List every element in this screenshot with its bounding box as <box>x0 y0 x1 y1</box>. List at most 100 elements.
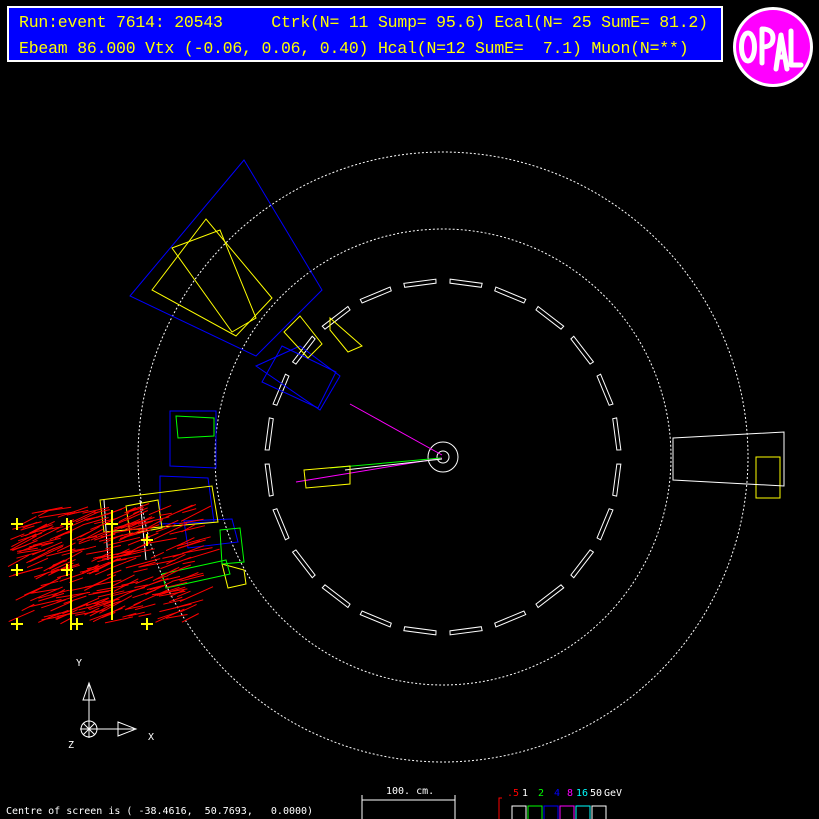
muon-hit <box>78 539 91 545</box>
muon-hit <box>180 537 195 545</box>
muon-hit <box>125 558 161 569</box>
muon-hit <box>29 599 62 608</box>
muon-hit <box>82 517 109 526</box>
muon-hit <box>20 531 36 538</box>
muon-hit <box>172 545 205 558</box>
muon-hit <box>31 588 59 594</box>
muon-hit <box>108 518 141 533</box>
muon-hit <box>56 542 76 552</box>
muon-hit <box>96 512 130 528</box>
muon-hit <box>86 570 100 574</box>
tof-segment <box>264 417 274 451</box>
muon-hit <box>180 603 197 613</box>
muon-hit <box>94 553 119 559</box>
tof-segment <box>403 626 437 636</box>
muon-hit <box>48 550 83 570</box>
y-axis-label: Y <box>76 658 83 669</box>
muon-hit <box>182 560 195 565</box>
energy-legend-boxes <box>498 797 607 819</box>
muon-hit <box>153 523 188 540</box>
muon-hit <box>71 531 89 541</box>
muon-hit <box>79 567 102 573</box>
muon-hit <box>123 548 155 557</box>
axes-indicator <box>80 681 138 738</box>
muon-hit <box>123 524 160 538</box>
muon-hit <box>124 601 142 611</box>
tof-segment <box>321 584 351 609</box>
muon-hit <box>32 527 60 542</box>
muon-hit <box>155 575 169 580</box>
beam-pipe <box>436 450 450 464</box>
muon-hit <box>60 617 72 625</box>
muon-hit <box>159 512 172 516</box>
muon-hit <box>165 614 188 619</box>
muon-hit <box>49 530 70 541</box>
tof-segment <box>359 286 392 304</box>
hcal-towers-upper <box>129 159 341 549</box>
muon-hit <box>26 557 49 569</box>
muon-hit <box>84 607 100 616</box>
muon-hit <box>86 508 123 521</box>
muon-hit <box>176 536 211 547</box>
muon-hit <box>164 519 179 527</box>
muon-hit <box>155 608 185 623</box>
muon-hit <box>68 510 96 525</box>
legend-label-2: 2 <box>538 788 545 799</box>
muon-hit <box>92 605 126 623</box>
beam-vertex-info: Ebeam 86.000 Vtx (-0.06, 0.06, 0.40) Hca… <box>19 39 689 58</box>
muon-hit <box>150 551 165 559</box>
track-white <box>344 458 443 471</box>
muon-hit <box>75 511 100 523</box>
outer-detector-boundary <box>137 151 749 763</box>
muon-hit <box>20 525 35 531</box>
muon-hit <box>99 595 133 614</box>
chamber-cross <box>141 618 153 630</box>
muon-hit <box>47 544 64 552</box>
muon-hit <box>184 548 220 561</box>
muon-hit <box>148 504 172 516</box>
legend-label-0.5: .5 <box>507 788 520 799</box>
muon-hit <box>120 516 155 529</box>
muon-hit <box>86 549 112 555</box>
tof-segment <box>403 278 437 288</box>
chamber-cross <box>11 518 23 530</box>
tof-segment <box>494 610 527 628</box>
muon-hit <box>147 537 177 544</box>
muon-hit <box>180 505 212 522</box>
tof-segment <box>449 626 483 636</box>
muon-hit <box>57 573 73 579</box>
tof-segment <box>570 549 595 579</box>
muon-hit <box>10 533 25 540</box>
muon-hit <box>97 552 132 563</box>
muon-hit <box>31 526 64 533</box>
muon-hit <box>169 525 206 535</box>
scale-label: 100. cm. <box>386 786 435 797</box>
muon-hit <box>133 507 148 515</box>
muon-hit <box>148 519 164 528</box>
muon-hit <box>21 603 35 612</box>
tof-segment <box>596 373 614 406</box>
muon-hit <box>92 589 112 594</box>
muon-hit <box>126 503 150 513</box>
muon-hit <box>70 597 100 612</box>
muon-hit <box>94 517 118 525</box>
muon-hit <box>101 555 117 560</box>
muon-hit <box>119 529 152 539</box>
legend-label-50: 50 <box>590 788 603 799</box>
legend-label-1: 1 <box>522 788 529 799</box>
vertex-chamber-outer <box>427 441 459 473</box>
tof-segment <box>570 335 595 365</box>
tof-segment <box>321 305 351 330</box>
muon-hit <box>169 596 183 603</box>
muon-hit <box>181 613 199 623</box>
chamber-cross <box>71 618 83 630</box>
tof-segment <box>272 373 290 406</box>
tof-segment <box>291 549 316 579</box>
muon-hit <box>135 576 154 585</box>
muon-hit <box>38 589 70 599</box>
muon-hit <box>8 609 35 623</box>
ecal-green-cells <box>161 415 245 589</box>
muon-hit <box>133 568 148 573</box>
muon-hit <box>78 528 104 543</box>
muon-hit <box>132 589 156 599</box>
